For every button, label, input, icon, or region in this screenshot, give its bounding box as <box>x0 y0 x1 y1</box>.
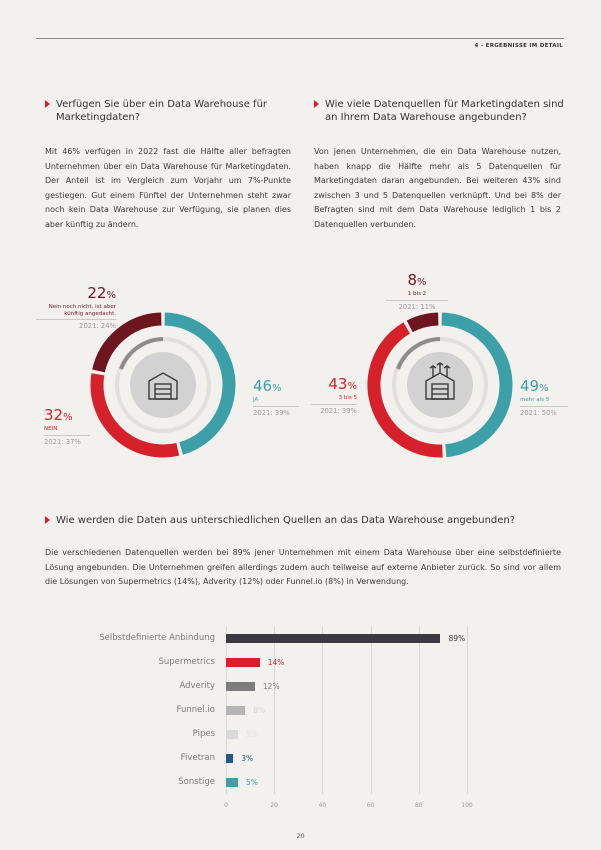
grid-line <box>274 626 276 794</box>
x-tick-label: 40 <box>318 802 327 809</box>
warehouse-icon <box>148 372 178 400</box>
category-right-3-5: 3 bis 5 <box>338 395 357 401</box>
value-right-more-5: 49 <box>520 377 540 395</box>
bar <box>226 754 234 763</box>
bar-category-label: Funnel.io <box>176 705 215 715</box>
donut-segment-0 <box>164 312 236 455</box>
grid-line <box>418 626 420 794</box>
x-tick-label: 0 <box>224 802 228 809</box>
paragraph-bottom: Die verschiedenen Datenquellen werden be… <box>45 548 561 586</box>
unit: % <box>106 290 116 301</box>
label-left-yes: 46% JA 2021: 39% <box>253 378 299 418</box>
paragraph-right: Von jenen Unternehmen, die ein Data Ware… <box>314 147 561 229</box>
bar-category-label: Fivetran <box>180 753 215 763</box>
bar-category-label: Pipes <box>192 729 215 739</box>
bar <box>226 706 246 715</box>
value-right-1-2: 8 <box>407 271 418 289</box>
value-left-no-yet: 22 <box>87 284 107 302</box>
label-right-1-2: 8% 1 bis 2 2021: 11% <box>386 272 448 312</box>
bullet-triangle-icon <box>314 100 319 108</box>
unit: % <box>347 381 357 392</box>
bar-value-label: 3% <box>241 754 254 763</box>
category-left-no: NEIN <box>44 426 58 432</box>
value-right-3-5: 43 <box>328 375 348 393</box>
inner-ring-dark <box>396 337 441 370</box>
grid-line <box>467 626 468 794</box>
category-right-1-2: 1 bis 2 <box>407 291 427 297</box>
bar-value-label: 12% <box>262 682 280 691</box>
unit: % <box>539 383 549 394</box>
question-left-text: Verfügen Sie über ein Data Warehouse für… <box>56 99 268 123</box>
grid-line <box>322 626 324 794</box>
bar <box>226 682 255 691</box>
donut-chart-left <box>90 312 236 458</box>
bar-category-label: Selbstdefinierte Anbindung <box>99 633 215 643</box>
label-right-more-5: 49% mehr als 5 2021: 50% <box>520 378 568 418</box>
prev-left-no: 2021: 37% <box>44 437 81 446</box>
category-left-no-yet: Nein noch nicht, ist aber künftig angeda… <box>48 304 116 317</box>
unit: % <box>272 383 282 394</box>
prev-left-no-yet: 2021: 24% <box>79 322 116 330</box>
category-right-more-5: mehr als 5 <box>520 397 550 403</box>
inner-disc <box>407 352 473 418</box>
inner-ring-dark <box>119 337 164 370</box>
donut-segment-2 <box>406 312 439 333</box>
donut-chart-right <box>367 312 513 458</box>
donut-segment-1 <box>367 322 443 458</box>
page-number: 20 <box>296 832 305 840</box>
label-left-no: 32% NEIN 2021: 37% <box>44 407 90 447</box>
prev-left-yes: 2021: 39% <box>253 408 290 417</box>
x-tick-label: 20 <box>270 802 279 809</box>
bar-category-label: Sonstige <box>178 777 215 787</box>
bar-value-label: 14% <box>267 658 285 667</box>
bar-value-label: 5% <box>246 730 258 739</box>
bar <box>226 730 239 739</box>
question-bottom-text: Wie werden die Daten aus unterschiedlich… <box>56 515 516 526</box>
top-rule <box>36 38 564 39</box>
donut-segment-0 <box>441 312 513 458</box>
bar-value-label: 89% <box>448 634 466 643</box>
x-tick-label: 100 <box>461 802 473 809</box>
bar-value-label: 5% <box>246 778 258 787</box>
donut-segment-2 <box>92 312 162 373</box>
donut-segment-1 <box>90 373 180 458</box>
prev-right-more-5: 2021: 50% <box>520 408 557 417</box>
label-right-3-5: 43% 3 bis 5 2021: 39% <box>311 376 357 416</box>
label-left-no-yet: 22% Nein noch nicht, ist aber künftig an… <box>36 285 116 331</box>
question-left: Verfügen Sie über ein Data Warehouse für… <box>45 98 275 124</box>
value-left-no: 32 <box>44 406 64 424</box>
unit: % <box>63 412 73 423</box>
bar-category-label: Supermetrics <box>158 657 215 667</box>
question-bottom: Wie werden die Daten aus unterschiedlich… <box>45 514 565 527</box>
question-right: Wie viele Datenquellen für Marketingdate… <box>314 98 564 124</box>
category-left-yes: JA <box>253 397 259 403</box>
paragraph-left: Mit 46% verfügen in 2022 fast die Hälfte… <box>45 147 291 229</box>
grid-line <box>370 626 372 794</box>
bar-value-label: 8% <box>253 706 266 715</box>
prev-right-1-2: 2021: 11% <box>398 302 436 311</box>
section-label: 4 - ERGEBNISSE IM DETAIL <box>474 43 563 49</box>
inner-disc <box>130 352 196 418</box>
x-tick-label: 80 <box>414 802 423 809</box>
bullet-triangle-icon <box>45 516 50 524</box>
bar <box>226 634 441 643</box>
warehouse-with-sources-icon <box>425 362 455 400</box>
bullet-triangle-icon <box>45 100 50 108</box>
bar-category-label: Adverity <box>179 681 215 691</box>
question-right-text: Wie viele Datenquellen für Marketingdate… <box>325 99 564 123</box>
value-left-yes: 46 <box>253 377 273 395</box>
prev-right-3-5: 2021: 39% <box>320 406 357 415</box>
bar <box>226 778 239 787</box>
bar <box>226 658 260 667</box>
unit: % <box>417 277 427 288</box>
x-tick-label: 60 <box>366 802 375 809</box>
